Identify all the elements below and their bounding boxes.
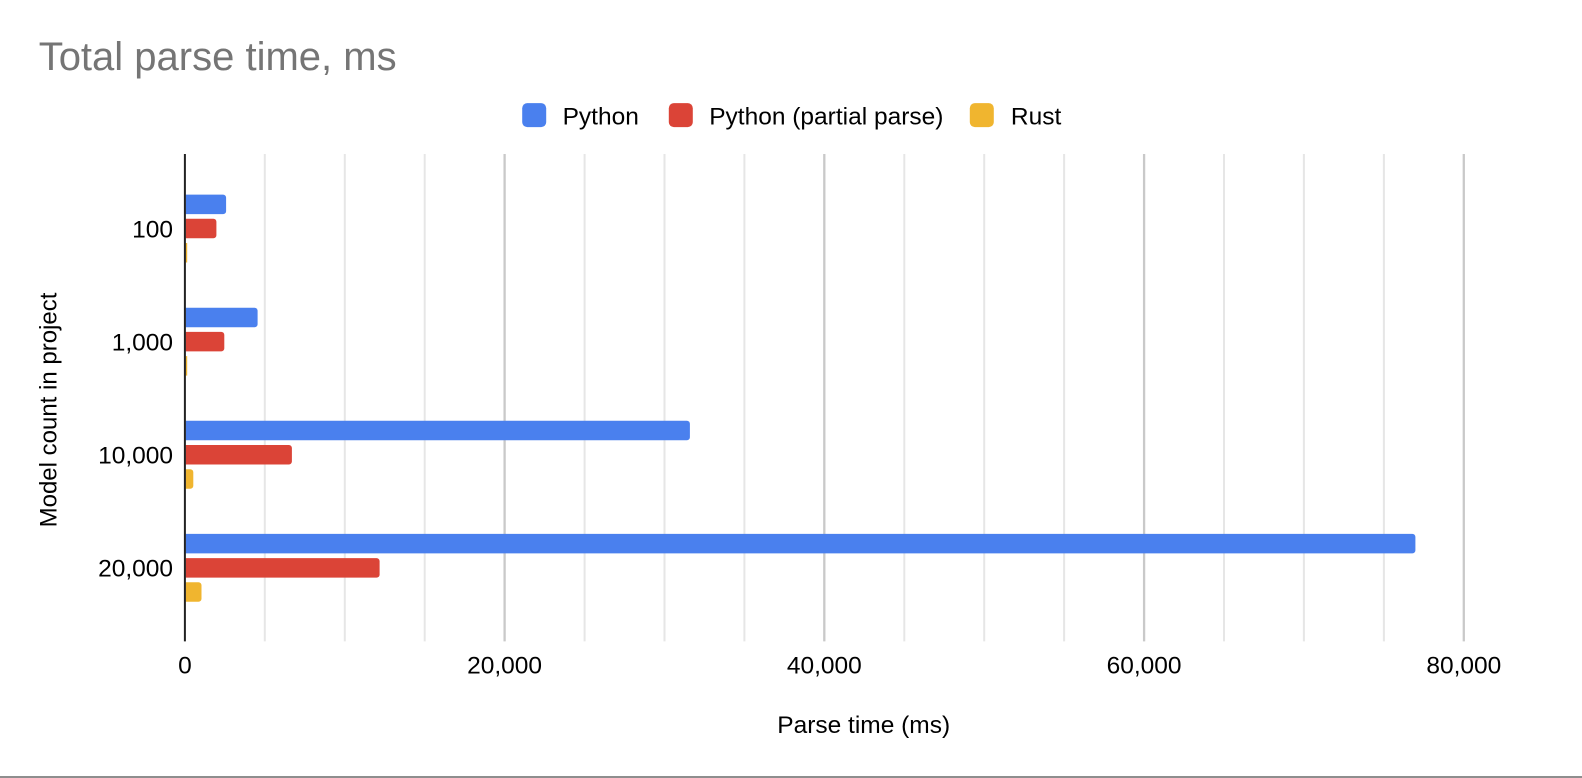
svg-text:80,000: 80,000 [1426,653,1501,680]
svg-text:Python (partial parse): Python (partial parse) [709,103,943,130]
svg-text:Parse time (ms): Parse time (ms) [777,712,950,739]
svg-text:Rust: Rust [1011,103,1062,130]
svg-text:0: 0 [178,653,192,680]
svg-text:Model count in project: Model count in project [36,292,63,527]
svg-text:Total parse time, ms: Total parse time, ms [39,35,397,79]
svg-text:40,000: 40,000 [787,653,862,680]
svg-text:100: 100 [132,217,173,244]
svg-text:60,000: 60,000 [1107,653,1182,680]
svg-text:10,000: 10,000 [98,442,173,469]
svg-text:20,000: 20,000 [98,555,173,582]
svg-text:Python: Python [563,103,639,130]
svg-text:1,000: 1,000 [112,330,173,357]
svg-text:20,000: 20,000 [467,653,542,680]
